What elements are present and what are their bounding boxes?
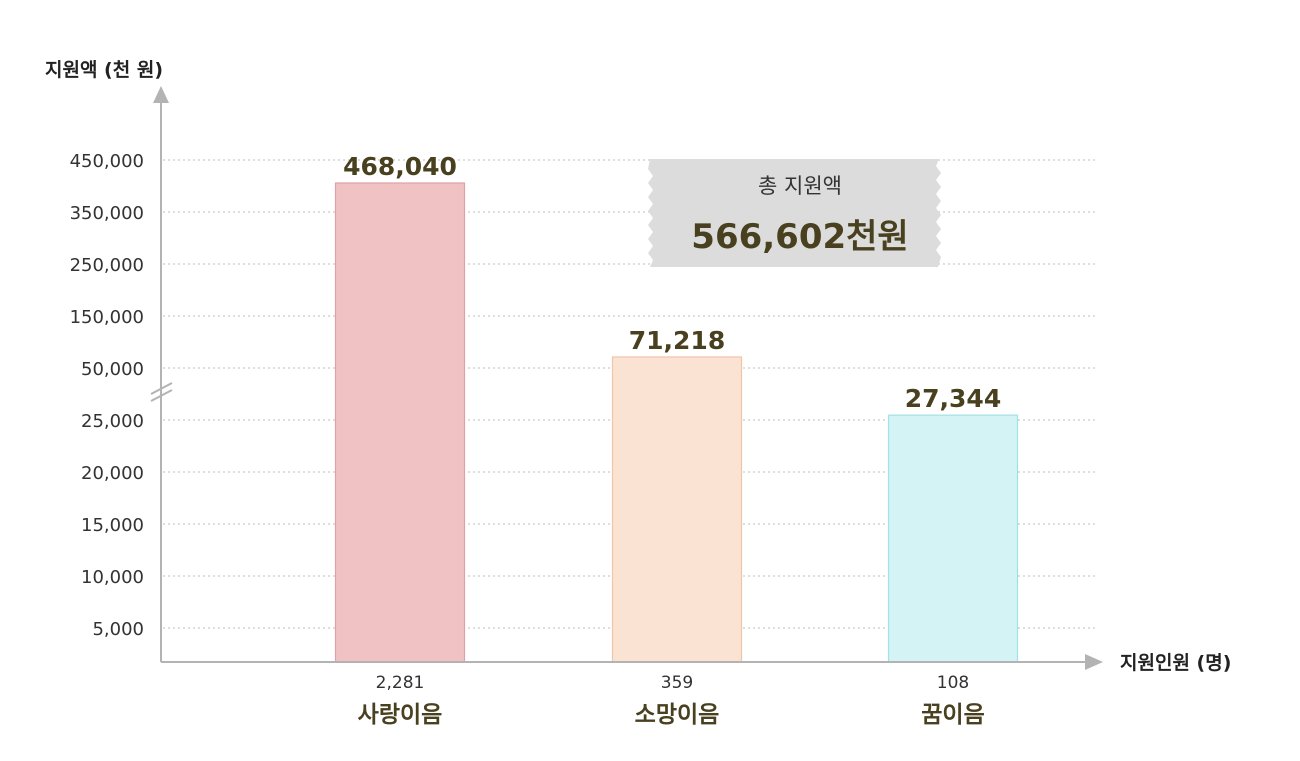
value-label-1: 468,040 (343, 152, 457, 181)
value-label-2: 71,218 (629, 326, 725, 355)
y-axis (153, 86, 169, 662)
y-axis-title: 지원액 (천 원) (45, 59, 163, 81)
person-count-3: 108 (937, 673, 969, 693)
category-label-3: 꿈이음 (921, 702, 984, 728)
y-tick-label: 450,000 (70, 151, 144, 172)
total-box-background (648, 159, 941, 267)
category-label-2: 소망이음 (635, 702, 720, 728)
person-count-2: 359 (661, 673, 693, 693)
y-tick-label: 350,000 (70, 203, 144, 224)
y-tick-label: 10,000 (81, 567, 144, 588)
y-axis-arrow-icon (153, 86, 169, 103)
bar-1 (334, 182, 466, 663)
total-label: 총 지원액 (758, 174, 842, 198)
value-labels: 468,040 71,218 27,344 (343, 152, 1001, 413)
category-label-1: 사랑이음 (358, 702, 443, 728)
bar-2 (611, 356, 743, 663)
value-label-3: 27,344 (905, 384, 1001, 413)
bars (334, 182, 1019, 663)
x-axis (161, 654, 1103, 670)
x-axis-title: 지원인원 (명) (1120, 652, 1231, 674)
y-tick-label: 150,000 (70, 307, 144, 328)
y-tick-label: 50,000 (81, 359, 144, 380)
y-tick-label: 25,000 (81, 411, 144, 432)
x-category-labels: 2,281 사랑이음 359 소망이음 108 꿈이음 (358, 673, 985, 728)
total-value: 566,602천원 (691, 217, 908, 257)
y-tick-label: 20,000 (81, 463, 144, 484)
y-tick-label: 5,000 (92, 619, 144, 640)
bar-3 (887, 414, 1019, 663)
x-axis-arrow-icon (1085, 654, 1103, 670)
y-tick-label: 15,000 (81, 515, 144, 536)
total-summary-box: 총 지원액 566,602천원 (648, 159, 941, 267)
y-tick-labels: 5,000 10,000 15,000 20,000 25,000 50,000 150,0… (70, 151, 144, 640)
y-tick-label: 250,000 (70, 255, 144, 276)
person-count-1: 2,281 (376, 673, 425, 693)
